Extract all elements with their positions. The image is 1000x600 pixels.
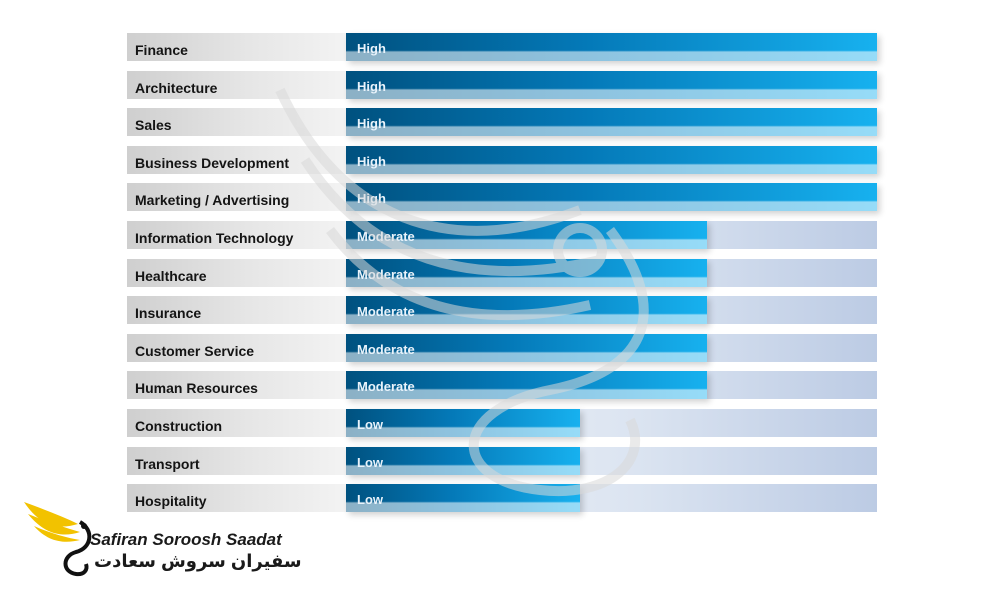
category-label: Construction (135, 418, 223, 434)
category-label-cell: Customer Service (127, 334, 347, 362)
category-label-cell: Healthcare (127, 259, 347, 287)
bar-value-label: High (357, 41, 386, 56)
category-label: Finance (135, 42, 188, 58)
bar: High (346, 33, 877, 61)
brand-logo: Safiran Soroosh Saadat سفیران سروش سعادت (22, 496, 302, 580)
bar-value-label: Moderate (357, 267, 415, 282)
category-label-cell: Insurance (127, 296, 347, 324)
category-label: Customer Service (135, 343, 255, 359)
bar-track: Moderate (346, 334, 877, 362)
category-label-cell: Transport (127, 447, 347, 475)
bar-value-label: High (357, 79, 386, 94)
bar-track: Moderate (346, 371, 877, 399)
chart-row: Sales High (127, 108, 877, 136)
category-label-cell: Human Resources (127, 371, 347, 399)
bar-value-label: Moderate (357, 342, 415, 357)
category-label: Human Resources (135, 380, 258, 396)
category-label: Architecture (135, 80, 218, 96)
chart-row: Human Resources Moderate (127, 371, 877, 399)
chart-row: Finance High (127, 33, 877, 61)
job-demand-chart: Finance High Architecture High Sales High Busi… (127, 33, 877, 512)
chart-row: Customer Service Moderate (127, 334, 877, 362)
bar-value-label: High (357, 191, 386, 206)
category-label: Transport (135, 456, 200, 472)
category-label-cell: Finance (127, 33, 347, 61)
bar-value-label: Moderate (357, 304, 415, 319)
bar-track: Low (346, 409, 877, 437)
category-label: Information Technology (135, 230, 294, 246)
bar-track: High (346, 33, 877, 61)
bar: Moderate (346, 259, 707, 287)
chart-row: Construction Low (127, 409, 877, 437)
logo-english-text: Safiran Soroosh Saadat (90, 530, 282, 549)
bar-value-label: Low (357, 417, 383, 432)
category-label-cell: Construction (127, 409, 347, 437)
bar-value-label: High (357, 116, 386, 131)
bar: High (346, 146, 877, 174)
chart-row: Architecture High (127, 71, 877, 99)
category-label-cell: Hospitality (127, 484, 347, 512)
bar: High (346, 71, 877, 99)
bar: Low (346, 409, 580, 437)
bar-value-label: Low (357, 492, 383, 507)
logo-persian-text: سفیران سروش سعادت (94, 551, 302, 571)
category-label: Marketing / Advertising (135, 192, 290, 208)
chart-row: Insurance Moderate (127, 296, 877, 324)
bird-wing-logo-icon (24, 502, 92, 577)
bar: Moderate (346, 221, 707, 249)
chart-row: Business Development High (127, 146, 877, 174)
bar: High (346, 183, 877, 211)
bar-track: High (346, 108, 877, 136)
category-label: Healthcare (135, 268, 207, 284)
bar-track: Low (346, 447, 877, 475)
category-label: Business Development (135, 155, 290, 171)
bar-value-label: Moderate (357, 379, 415, 394)
bar-track: Moderate (346, 221, 877, 249)
category-label-cell: Marketing / Advertising (127, 183, 347, 211)
category-label-cell: Business Development (127, 146, 347, 174)
bar-track: Moderate (346, 296, 877, 324)
category-label-cell: Information Technology (127, 221, 347, 249)
bar-value-label: High (357, 154, 386, 169)
bar-track: High (346, 146, 877, 174)
bar: Moderate (346, 334, 707, 362)
chart-row: Healthcare Moderate (127, 259, 877, 287)
category-label: Sales (135, 117, 172, 133)
bar: High (346, 108, 877, 136)
bar-value-label: Moderate (357, 229, 415, 244)
bar-track: Moderate (346, 259, 877, 287)
chart-row: Information Technology Moderate (127, 221, 877, 249)
category-label-cell: Sales (127, 108, 347, 136)
category-label: Hospitality (135, 493, 207, 509)
bar-track: Low (346, 484, 877, 512)
bar: Low (346, 484, 580, 512)
bar: Moderate (346, 371, 707, 399)
chart-row: Marketing / Advertising High (127, 183, 877, 211)
category-label: Insurance (135, 305, 202, 321)
chart-row: Transport Low (127, 447, 877, 475)
bar-track: High (346, 71, 877, 99)
bar: Low (346, 447, 580, 475)
category-label-cell: Architecture (127, 71, 347, 99)
bar-value-label: Low (357, 455, 383, 470)
bar: Moderate (346, 296, 707, 324)
bar-track: High (346, 183, 877, 211)
